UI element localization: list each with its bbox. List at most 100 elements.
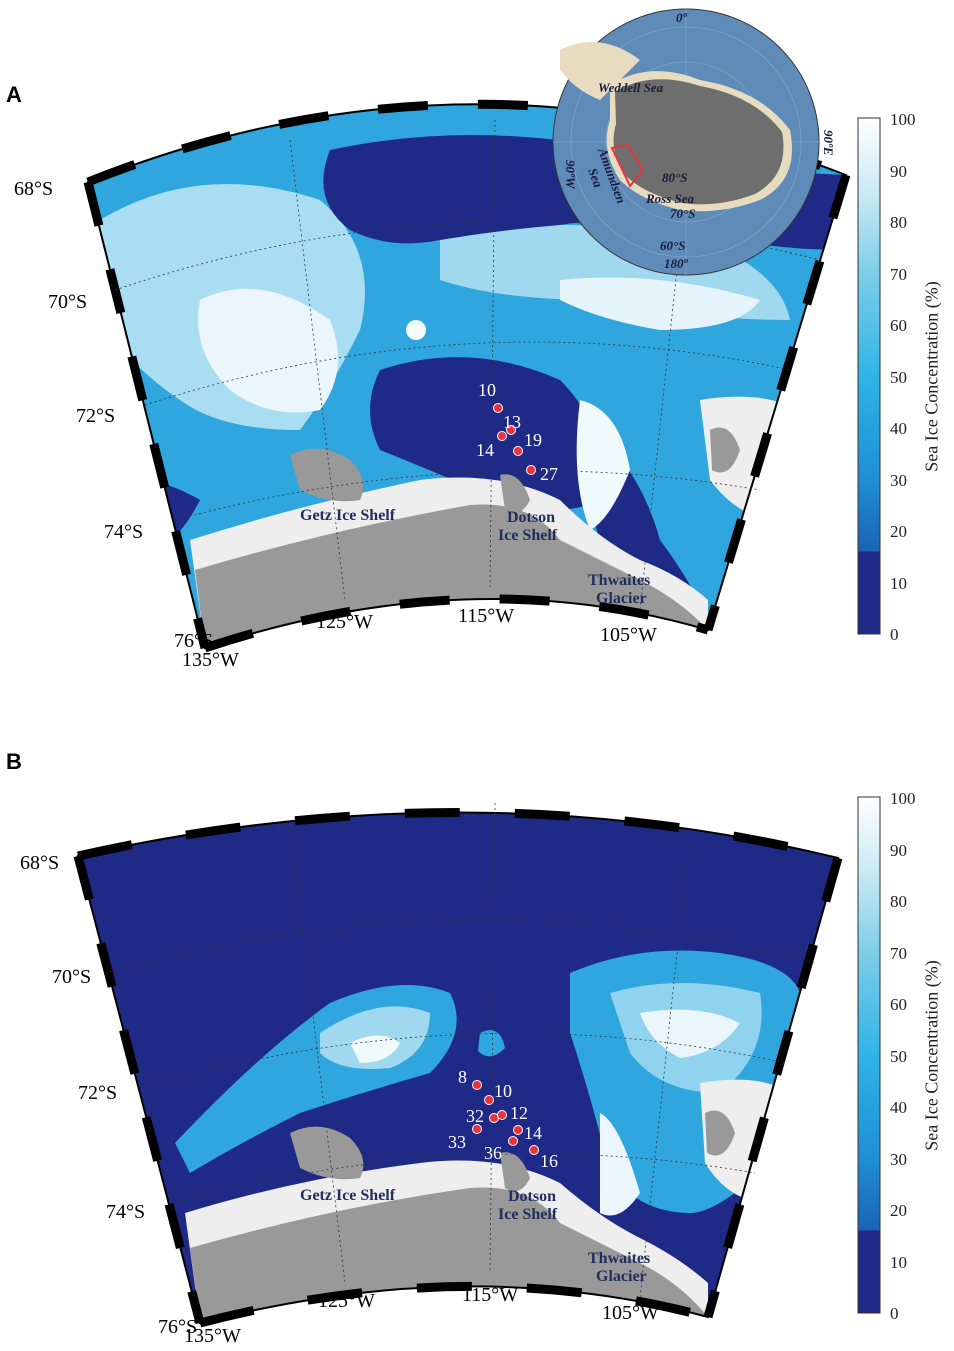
station-label: 10 — [478, 380, 496, 400]
frame-ticks-bottom — [198, 1281, 710, 1328]
lat-label-72: 72°S — [78, 1082, 117, 1104]
colorbar-tick-0: 0 — [890, 625, 899, 644]
lat-label-68: 68°S — [20, 852, 59, 874]
station-label: 14 — [476, 440, 494, 460]
frame-ticks-left — [73, 854, 205, 1325]
station-label: 8 — [458, 1067, 467, 1087]
station-marker — [529, 1145, 539, 1155]
map-panel-b: 68°S 70°S 72°S 74°S 76°S 135°W 125°W 115… — [20, 796, 881, 1347]
colorbar-tick-90: 90 — [890, 162, 907, 181]
colorbar-tick-70: 70 — [890, 265, 907, 284]
lon-label-135: 135°W — [184, 1325, 241, 1346]
lat-label-76: 76°S — [174, 630, 213, 652]
lon-label-125: 125°W — [318, 1290, 375, 1312]
lat-label-74: 74°S — [104, 521, 143, 543]
inset-label-180: 180º — [664, 256, 689, 271]
label-thwaites-2: Glacier — [596, 590, 647, 607]
colorbar-tick-100: 100 — [890, 789, 916, 808]
station-label: 33 — [448, 1132, 466, 1152]
colorbar-tick-70: 70 — [890, 944, 907, 963]
label-getz-ice-shelf: Getz Ice Shelf — [300, 507, 396, 524]
colorbar-tick-100: 100 — [890, 110, 916, 129]
station-label: 13 — [503, 412, 521, 432]
graticule — [114, 119, 821, 611]
colorbar — [857, 796, 881, 1314]
frame-ticks-top — [86, 99, 848, 187]
colorbar-tick-80: 80 — [890, 892, 907, 911]
frame-ticks-right — [703, 856, 843, 1319]
station-label: 32 — [466, 1106, 484, 1126]
station-marker — [493, 403, 503, 413]
colorbar-tick-10: 10 — [890, 1253, 907, 1272]
station-label: 14 — [524, 1123, 542, 1143]
station-marker — [508, 1136, 518, 1146]
inset-label-amundsen-2: Sea — [585, 166, 606, 190]
colorbar-tick-30: 30 — [890, 1150, 907, 1169]
frame-ticks-top — [77, 808, 840, 863]
label-dotson-2: Ice Shelf — [498, 1206, 558, 1223]
station-label: 16 — [540, 1151, 558, 1171]
inset-label-weddell: Weddell Sea — [598, 80, 664, 95]
inset-label-80s: 80°S — [662, 170, 687, 185]
lon-label-135: 135°W — [182, 649, 239, 671]
inset-label-60s: 60°S — [660, 238, 685, 253]
lon-label-105: 105°W — [602, 1302, 659, 1324]
lat-label-74: 74°S — [106, 1201, 145, 1223]
colorbar-tick-50: 50 — [890, 1047, 907, 1066]
station-marker — [497, 1110, 507, 1120]
colorbar-tick-90: 90 — [890, 841, 907, 860]
stations: 10 13 14 19 27 — [476, 380, 558, 484]
graticule — [104, 802, 816, 1299]
stations: 8 10 32 12 33 14 36 16 — [448, 1067, 558, 1171]
station-marker — [497, 431, 507, 441]
station-marker — [513, 1125, 523, 1135]
colorbar-tick-60: 60 — [890, 316, 907, 335]
frame-ticks-right — [703, 173, 851, 632]
panel-label: B — [6, 749, 22, 774]
label-dotson-2: Ice Shelf — [498, 527, 558, 544]
station-marker — [513, 446, 523, 456]
lat-label-70: 70°S — [48, 291, 87, 313]
label-thwaites-1: Thwaites — [588, 1250, 650, 1267]
panel-b: B — [0, 673, 954, 1347]
label-getz-ice-shelf: Getz Ice Shelf — [300, 1187, 396, 1204]
lon-label-105: 105°W — [600, 624, 657, 646]
colorbar — [857, 117, 881, 635]
inset-label-ross: Ross Sea — [645, 191, 695, 206]
colorbar-tick-10: 10 — [890, 574, 907, 593]
station-marker — [472, 1080, 482, 1090]
station-label: 19 — [524, 430, 542, 450]
lon-label-115: 115°W — [462, 1284, 518, 1306]
colorbar-tick-0: 0 — [890, 1304, 899, 1323]
inset-globe: 0º Weddell Sea 90ºW 90ºE Amundsen Sea 80… — [552, 8, 836, 276]
label-dotson-1: Dotson — [508, 1188, 556, 1205]
colorbar-tick-30: 30 — [890, 471, 907, 490]
lon-label-125: 125°W — [316, 611, 373, 633]
panel-a: A — [0, 0, 954, 673]
station-marker — [526, 465, 536, 475]
colorbar-tick-80: 80 — [890, 213, 907, 232]
frame-ticks-left — [83, 180, 210, 650]
label-thwaites-2: Glacier — [596, 1268, 647, 1285]
colorbar-tick-20: 20 — [890, 522, 907, 541]
station-label: 27 — [540, 464, 558, 484]
inset-label-90e: 90ºE — [821, 130, 836, 156]
lat-label-72: 72°S — [76, 405, 115, 427]
colorbar-tick-60: 60 — [890, 995, 907, 1014]
map-panel-a: 68°S 70°S 72°S 74°S 76°S 135°W 125°W 115… — [14, 8, 881, 671]
station-label: 10 — [494, 1081, 512, 1101]
colorbar-title: Sea Ice Concentration (%) — [921, 281, 942, 472]
panel-label: A — [6, 82, 22, 107]
label-thwaites-1: Thwaites — [588, 572, 650, 589]
station-marker — [506, 425, 516, 435]
inset-label-0: 0º — [676, 10, 688, 25]
inset-label-70s: 70°S — [670, 206, 695, 221]
colorbar-tick-40: 40 — [890, 419, 907, 438]
station-marker — [484, 1095, 494, 1105]
station-label: 12 — [510, 1103, 528, 1123]
station-marker — [472, 1124, 482, 1134]
colorbar-tick-20: 20 — [890, 1201, 907, 1220]
lat-label-68: 68°S — [14, 178, 53, 200]
station-label: 36 — [484, 1143, 502, 1163]
colorbar-tick-50: 50 — [890, 368, 907, 387]
